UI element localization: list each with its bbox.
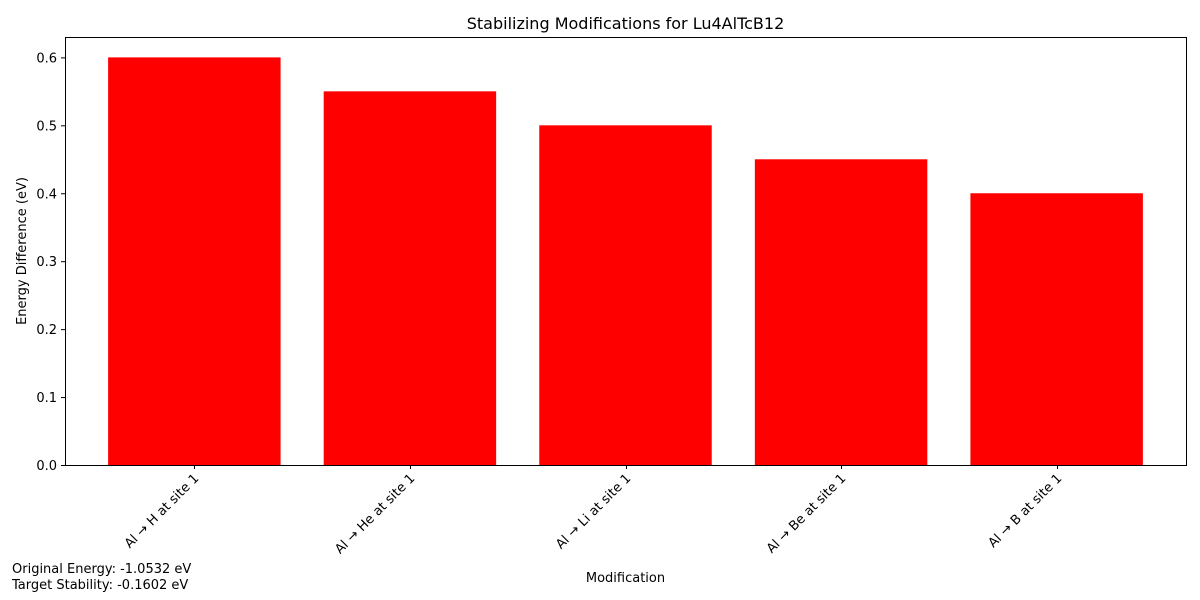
bar-4 (754, 159, 928, 466)
x-axis-ticks: Al → H at site 1 Al → He at site 1 Al → Li… (122, 465, 1065, 557)
y-tick-label: 0.1 (36, 391, 57, 406)
bar-2 (323, 91, 497, 465)
plot-frame (65, 37, 1187, 466)
y-tick-label: 0.0 (36, 459, 57, 474)
bar-5 (970, 193, 1143, 465)
x-tick-label: Al → He at site 1 (332, 471, 418, 557)
original-energy-note: Original Energy: -1.0532 eV (12, 562, 192, 577)
chart-title: Stabilizing Modifications for Lu4AlTcB12 (467, 14, 785, 33)
x-tick-label: Al → Li at site 1 (553, 471, 634, 552)
y-tick-label: 0.4 (36, 187, 57, 202)
x-axis-label: Modification (586, 571, 665, 586)
y-axis-label: Energy Difference (eV) (15, 177, 30, 325)
y-tick-label: 0.6 (36, 51, 57, 66)
bar-3 (539, 125, 712, 465)
x-tick-label: Al → Be at site 1 (764, 471, 849, 556)
y-tick-label: 0.2 (36, 323, 57, 338)
y-tick-label: 0.5 (36, 119, 57, 134)
y-tick-label: 0.3 (36, 255, 57, 270)
bars-layer (108, 57, 1143, 466)
x-tick-label: Al → B at site 1 (986, 471, 1066, 551)
y-axis-ticks: 0.0 0.1 0.2 0.3 0.4 0.5 0.6 (36, 51, 65, 474)
x-tick-label: Al → H at site 1 (122, 471, 202, 551)
target-stability-note: Target Stability: -0.1602 eV (12, 578, 189, 593)
bar-1 (108, 57, 281, 465)
